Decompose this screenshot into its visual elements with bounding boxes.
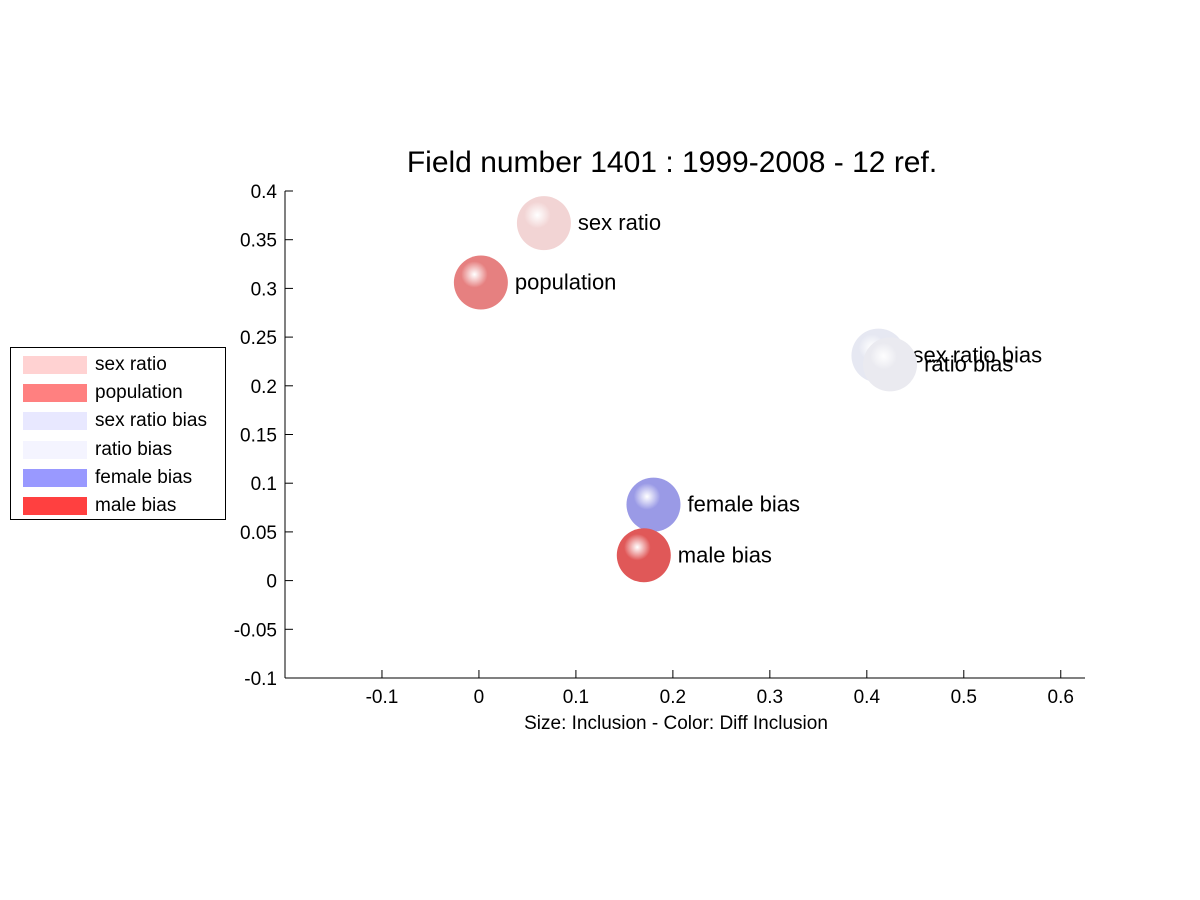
data-point-label: ratio bias	[924, 351, 1013, 376]
y-tick-label: 0.35	[240, 231, 277, 252]
y-tick-label: 0.2	[251, 377, 277, 398]
y-tick-label: 0.25	[240, 328, 277, 349]
x-tick-label: 0	[474, 687, 485, 708]
legend-label: sex ratio bias	[95, 410, 207, 432]
legend-swatch	[23, 412, 87, 431]
legend-label: population	[95, 382, 183, 404]
y-tick-label: 0.15	[240, 426, 277, 447]
data-point-label: female bias	[687, 492, 800, 517]
legend-label: ratio bias	[95, 438, 173, 460]
legend-swatch	[23, 440, 87, 459]
y-tick-label: 0.3	[251, 279, 277, 300]
data-point	[626, 477, 681, 532]
x-tick-label: 0.4	[854, 687, 881, 708]
legend-item: sex ratio	[23, 354, 167, 375]
plot-axes: -0.1 0 0.1 0.2 0.3 0.4 0.5 0.6 -0.1 -0.05 0 0.05 0.1…	[234, 182, 1085, 708]
x-tick-label: -0.1	[366, 687, 399, 708]
data-point-label: male bias	[678, 542, 772, 567]
legend-item: population	[23, 382, 183, 404]
legend-swatch	[23, 468, 87, 487]
legend-item: sex ratio bias	[23, 410, 207, 432]
x-tick-label: 0.5	[951, 687, 977, 708]
legend-item: ratio bias	[23, 438, 173, 460]
legend: sex ratio population sex ratio bias ratio b…	[10, 347, 226, 520]
legend-swatch	[23, 497, 87, 515]
chart-title: Field number 1401 : 1999-2008 - 12 ref.	[407, 146, 937, 179]
y-tick-label: 0.1	[251, 474, 277, 495]
legend-item: female bias	[23, 466, 193, 488]
x-tick-label: 0.2	[660, 687, 686, 708]
data-point-label: sex ratio	[578, 210, 661, 235]
y-tick-label: -0.1	[244, 669, 277, 690]
x-tick-label: 0.1	[563, 687, 589, 708]
legend-swatch	[23, 356, 87, 374]
data-point-label: sex ratio bias	[912, 343, 1042, 368]
x-tick-label: 0.3	[757, 687, 783, 708]
x-axis-label: Size: Inclusion - Color: Diff Inclusion	[524, 713, 828, 734]
data-point	[516, 196, 571, 251]
legend-label: sex ratio	[95, 354, 167, 375]
data-point	[616, 528, 671, 583]
x-tick-label: 0.6	[1048, 687, 1074, 708]
data-point	[863, 337, 918, 392]
legend-label: female bias	[95, 466, 193, 488]
y-tick-label: -0.05	[234, 620, 277, 641]
legend-swatch	[23, 384, 87, 403]
data-point	[453, 255, 508, 310]
y-tick-label: 0	[266, 572, 277, 593]
data-point-label: population	[515, 270, 617, 295]
y-tick-label: 0.4	[251, 182, 278, 203]
legend-label: male bias	[95, 495, 177, 516]
legend-item: male bias	[23, 495, 177, 516]
y-tick-label: 0.05	[240, 523, 277, 544]
